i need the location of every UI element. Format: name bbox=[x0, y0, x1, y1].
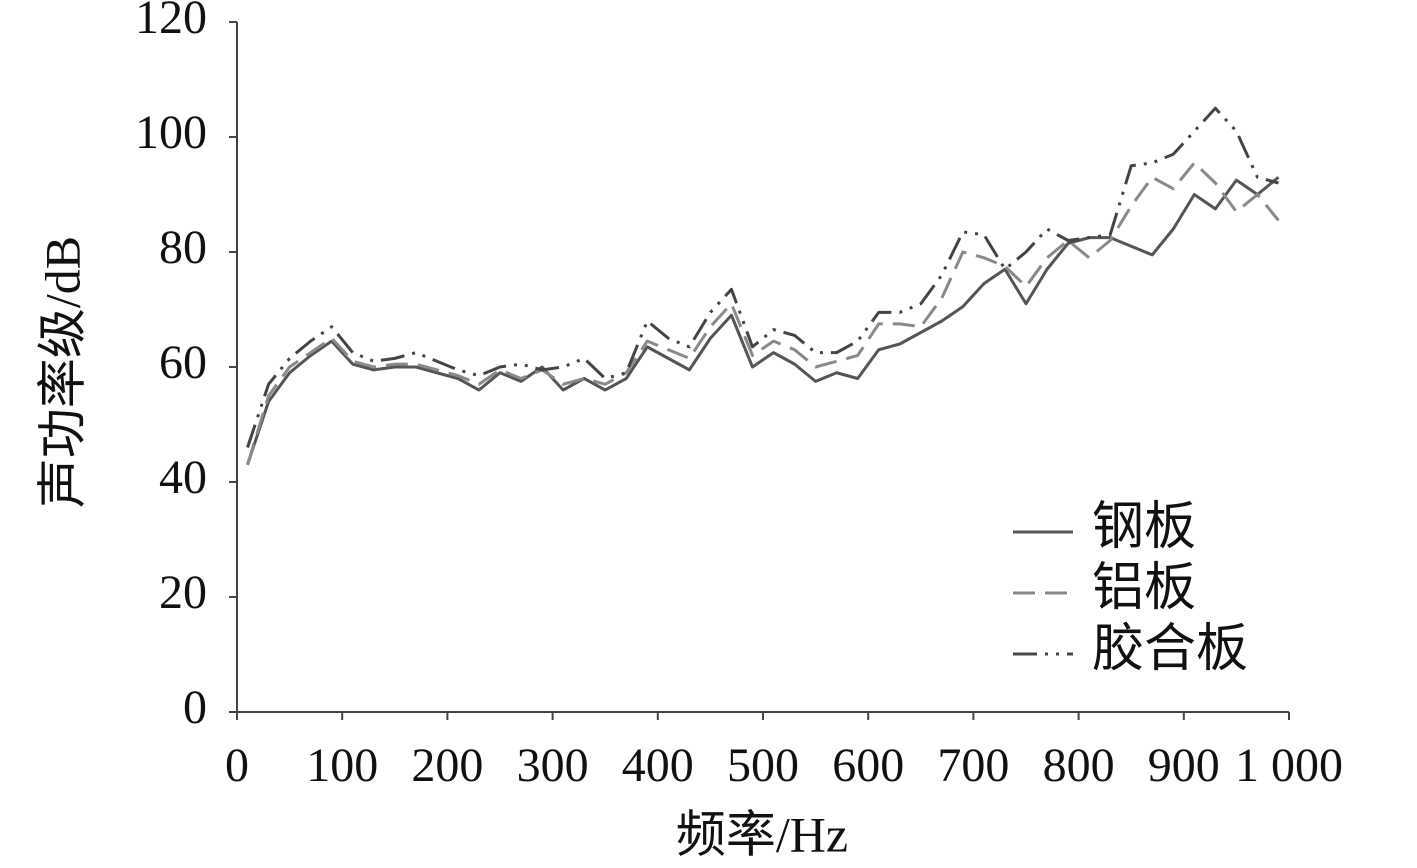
y-tick-label: 120 bbox=[135, 0, 207, 44]
legend-label: 钢板 bbox=[1092, 499, 1196, 556]
x-tick-label: 500 bbox=[727, 739, 799, 792]
y-tick-label: 60 bbox=[159, 336, 207, 389]
y-tick-label: 40 bbox=[159, 451, 207, 504]
y-tick-label: 20 bbox=[159, 566, 207, 619]
x-tick-label: 400 bbox=[622, 739, 694, 792]
x-tick-label: 100 bbox=[306, 739, 378, 792]
x-tick-label: 300 bbox=[517, 739, 589, 792]
x-tick-label: 200 bbox=[411, 739, 483, 792]
x-tick-label: 0 bbox=[225, 739, 249, 792]
legend-label: 铝板 bbox=[1092, 560, 1196, 617]
y-tick-label: 80 bbox=[159, 221, 207, 274]
x-tick-label: 700 bbox=[937, 739, 1009, 792]
x-tick-label: 800 bbox=[1043, 739, 1115, 792]
y-tick-label: 0 bbox=[183, 681, 207, 734]
legend-label: 胶合板 bbox=[1092, 621, 1248, 678]
series-line bbox=[246, 161, 1280, 466]
x-tick-label: 1 000 bbox=[1235, 739, 1343, 792]
series-line bbox=[246, 176, 1280, 466]
series-line bbox=[246, 106, 1279, 448]
x-tick-label: 900 bbox=[1148, 739, 1220, 792]
y-axis-title: 声功率级/dB bbox=[34, 236, 90, 508]
x-axis-title: 频率/Hz bbox=[676, 806, 848, 862]
y-tick-label: 100 bbox=[135, 106, 207, 159]
x-tick-label: 600 bbox=[832, 739, 904, 792]
